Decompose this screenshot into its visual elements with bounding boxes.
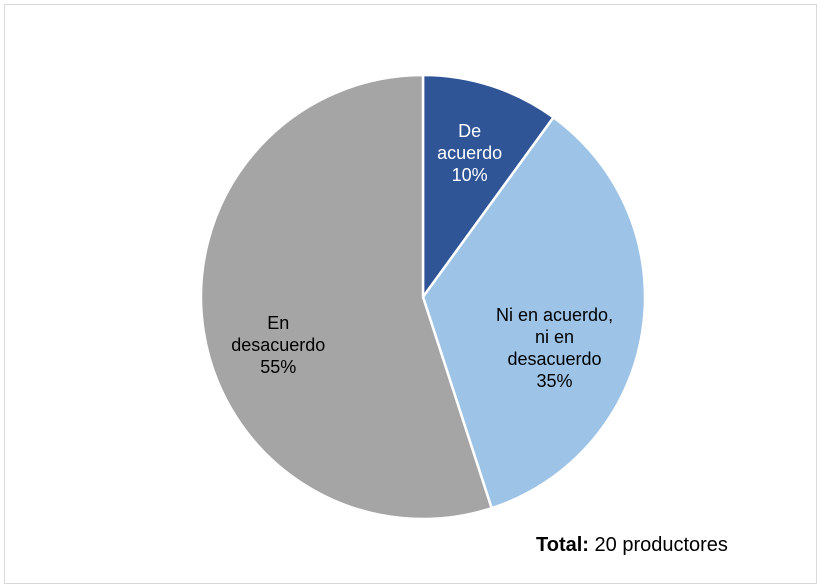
note: Total: 20 productores: [536, 534, 728, 557]
slice-label: En desacuerdo 55%: [223, 312, 333, 378]
slice-label: De acuerdo 10%: [430, 120, 510, 186]
value-label: 35%: [536, 370, 573, 391]
note-label: Total:: [536, 534, 589, 556]
note-text: 20 productores: [594, 534, 728, 556]
category-label: En desacuerdo: [231, 312, 326, 355]
slice-label: Ni en acuerdo, ni en desacuerdo 35%: [492, 304, 617, 392]
pie-slice: [199, 73, 494, 521]
pie-slice: [421, 73, 556, 301]
pie-slice: [421, 115, 647, 510]
value-label: 55%: [260, 356, 297, 377]
value-label: 10%: [451, 165, 488, 186]
category-label: De acuerdo: [437, 121, 503, 164]
category-label: Ni en acuerdo, ni en desacuerdo: [496, 304, 614, 369]
